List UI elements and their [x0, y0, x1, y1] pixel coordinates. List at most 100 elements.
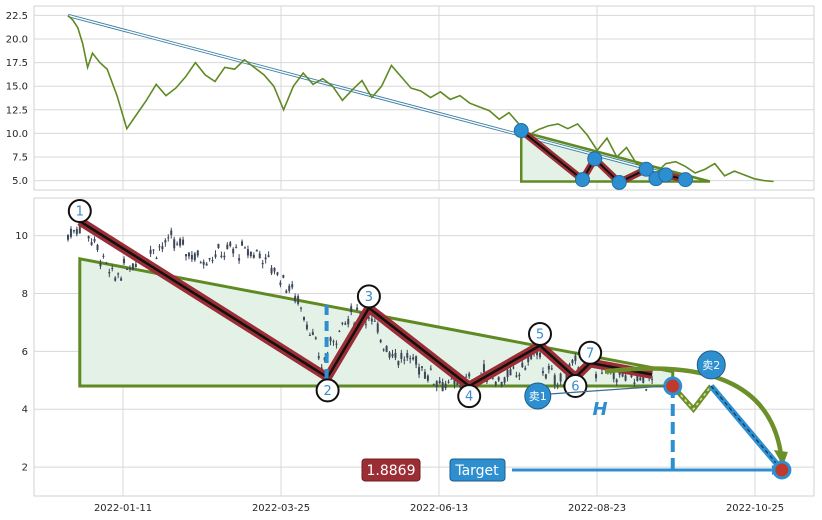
- candle-body: [367, 317, 370, 319]
- top-panel: 5.0 7.5 10.0 12.5 15.0 17.5 20.0 22.5: [6, 5, 815, 191]
- candle-body: [503, 377, 506, 383]
- candle-body: [391, 353, 394, 357]
- candle-body: [418, 367, 421, 375]
- candle-body: [642, 375, 645, 383]
- candle-body: [102, 255, 105, 257]
- candle-body: [382, 349, 385, 351]
- candle-body: [229, 242, 232, 246]
- candle-body: [317, 356, 320, 359]
- top-trend-arrow-inner: [67, 14, 693, 182]
- candle-body: [344, 323, 347, 325]
- candle-body: [633, 382, 636, 385]
- candle-body: [468, 373, 471, 377]
- wave-marker-circle: [457, 384, 482, 409]
- candle-body: [356, 307, 359, 310]
- candle-body: [400, 352, 403, 359]
- candle-body: [335, 343, 338, 345]
- top-ytick-label: 20.0: [6, 35, 28, 46]
- wave-marker-circle: [67, 199, 92, 224]
- candle-body: [176, 243, 179, 245]
- candle-body: [193, 253, 196, 261]
- candle-body: [527, 353, 530, 363]
- sell-1-leader: [549, 385, 665, 395]
- candle-body: [612, 370, 615, 380]
- candle-body: [297, 296, 300, 304]
- candle-body: [397, 360, 400, 366]
- candle-body: [238, 258, 241, 261]
- candle-body: [244, 247, 246, 249]
- candle-body: [123, 258, 126, 264]
- projection-curve-arrow: [604, 366, 785, 463]
- candle-body: [444, 383, 447, 389]
- candle-body: [105, 263, 108, 265]
- sell-1-label: 卖1: [529, 390, 547, 403]
- candle-body: [450, 378, 453, 380]
- candle-body: [149, 249, 152, 254]
- sell-2-marker: [696, 350, 726, 380]
- wave-marker-label: 2: [323, 384, 331, 399]
- candle-body: [482, 364, 485, 373]
- candle-body: [636, 375, 639, 381]
- candle-body: [161, 246, 164, 250]
- candle-body: [536, 351, 539, 356]
- candle-body: [255, 249, 258, 252]
- height-label: H: [592, 399, 607, 420]
- bottom-y-axis: 2 4 6 8 10: [15, 231, 28, 473]
- candle-body: [196, 250, 199, 256]
- candle-body: [282, 275, 285, 278]
- candle-body: [308, 335, 311, 337]
- sell-1-marker: [524, 382, 552, 410]
- wave-marker-label: 4: [465, 390, 473, 405]
- candle-body: [220, 255, 223, 258]
- bottom-xtick-label: 2022-01-11: [94, 503, 152, 514]
- candle-body: [639, 377, 642, 381]
- candle-body: [600, 372, 603, 374]
- candle-body: [624, 375, 627, 381]
- candle-body: [69, 228, 72, 237]
- wave-marker-label: 5: [536, 327, 544, 342]
- candle-body: [406, 353, 409, 358]
- candle-body: [202, 261, 205, 265]
- candle-body: [500, 381, 503, 387]
- candle-body: [173, 239, 176, 249]
- candle-body: [246, 249, 249, 256]
- candle-body: [164, 240, 167, 243]
- candle-body: [329, 337, 332, 342]
- target-point: [772, 460, 792, 480]
- wave-markers: 1 2 3 4 5 6 7: [67, 199, 603, 409]
- top-ytick-label: 10.0: [6, 129, 28, 140]
- candle-body: [291, 284, 294, 288]
- candle-body: [539, 352, 541, 358]
- candle-body: [497, 377, 500, 381]
- target-badge-text: Target: [454, 463, 499, 479]
- bottom-xtick-label: 2022-10-25: [726, 503, 784, 514]
- top-ytick-label: 12.5: [6, 105, 28, 116]
- candle-body: [87, 236, 90, 239]
- wave-marker-circle: [315, 378, 340, 403]
- candle-body: [524, 367, 527, 370]
- candle-body: [432, 384, 435, 386]
- candle-body: [550, 368, 553, 370]
- candle-body: [373, 320, 376, 322]
- candle-body: [241, 241, 244, 246]
- candle-body: [412, 357, 415, 360]
- candle-body: [447, 381, 450, 383]
- candle-body: [453, 377, 456, 385]
- candle-body: [465, 376, 468, 378]
- candle-body: [93, 239, 96, 242]
- candle-body: [264, 257, 267, 260]
- candle-body: [152, 249, 155, 251]
- candle-body: [158, 246, 161, 248]
- candle-body: [111, 267, 114, 269]
- candle-body: [108, 272, 111, 274]
- candle-body: [518, 374, 521, 377]
- projection-path: [512, 366, 792, 480]
- projection-down-line-inner: [710, 385, 783, 471]
- wave-marker-circle: [528, 321, 552, 346]
- value-badge-box: [361, 458, 421, 482]
- wave-marker-label: 6: [571, 380, 579, 395]
- candle-body: [559, 373, 562, 382]
- candle-body: [288, 285, 291, 291]
